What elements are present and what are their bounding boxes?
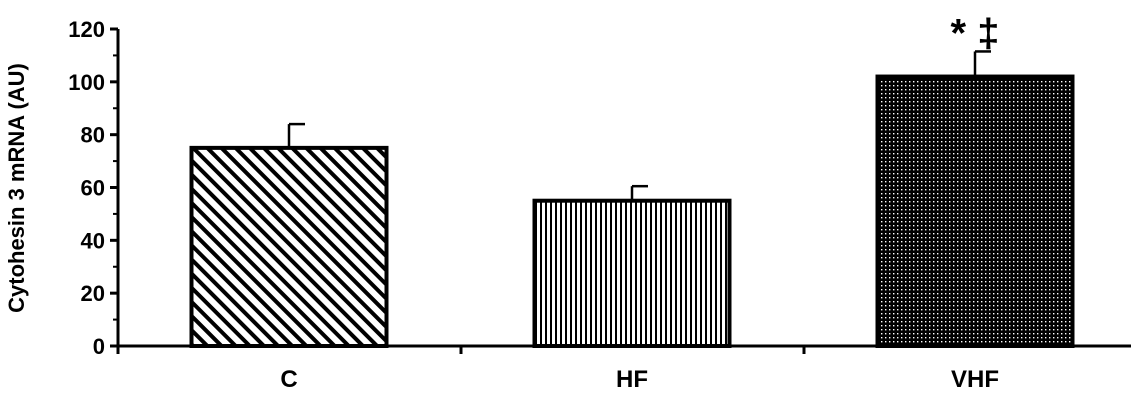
bar-hf (532, 198, 732, 348)
y-tick-label-0: 0 (93, 334, 105, 359)
y-axis-title-group: Cytohesin 3 mRNA (AU) (4, 63, 29, 313)
plot-area: C HF VHF * ‡ 0 20 40 60 80 100 120 (68, 11, 1131, 393)
x-tick-label-hf: HF (616, 366, 648, 393)
y-tick-label-40: 40 (81, 228, 105, 253)
bar-c (189, 145, 389, 348)
significance-annotation-vhf: * ‡ (951, 11, 1000, 55)
y-tick-label-100: 100 (68, 70, 105, 95)
y-tick-label-80: 80 (81, 123, 105, 148)
bar-vhf (875, 74, 1075, 349)
y-axis-title: Cytohesin 3 mRNA (AU) (4, 63, 29, 313)
y-tick-label-60: 60 (81, 176, 105, 201)
y-tick-label-120: 120 (68, 17, 105, 42)
y-tick-label-20: 20 (81, 281, 105, 306)
x-tick-label-c: C (280, 366, 297, 393)
x-tick-label-vhf: VHF (951, 366, 999, 393)
